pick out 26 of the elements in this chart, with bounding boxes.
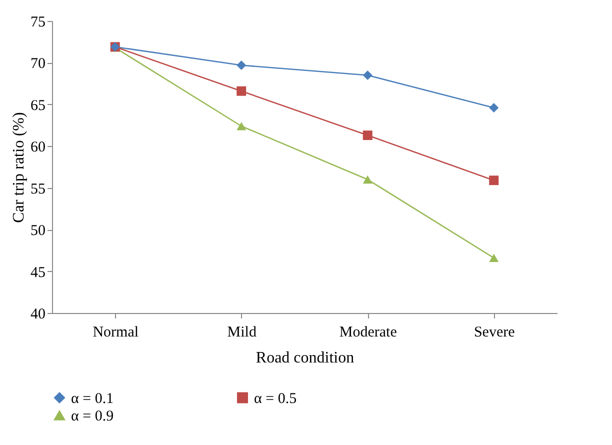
- y-tick-label: 70: [30, 56, 46, 72]
- point: [362, 130, 372, 140]
- point: [489, 176, 499, 186]
- y-tick-label: 40: [30, 306, 46, 322]
- y-tick-label: 55: [30, 181, 46, 198]
- legend-label: α = 0.5: [254, 390, 297, 407]
- point: [489, 103, 499, 113]
- legend-label: α = 0.9: [71, 408, 114, 424]
- y-tick-label: 65: [30, 98, 46, 114]
- y-tick-label: 60: [30, 140, 46, 156]
- x-tick-label: Severe: [474, 324, 516, 340]
- point: [362, 70, 372, 80]
- point: [236, 60, 246, 70]
- x-tick-label: Mild: [227, 324, 257, 340]
- x-tick-label: Moderate: [339, 324, 398, 340]
- legend-label: α = 0.1: [71, 390, 114, 407]
- x-axis-title: Road condition: [256, 350, 354, 366]
- y-tick-label: 75: [30, 14, 46, 30]
- y-tick-label: 50: [30, 223, 46, 240]
- point: [236, 122, 246, 130]
- x-tick-label: Normal: [92, 324, 139, 340]
- y-axis-title: Car trip ratio (%): [10, 112, 28, 223]
- point: [236, 86, 246, 96]
- point: [489, 254, 499, 262]
- point: [362, 175, 372, 184]
- y-tick-label: 45: [30, 264, 46, 281]
